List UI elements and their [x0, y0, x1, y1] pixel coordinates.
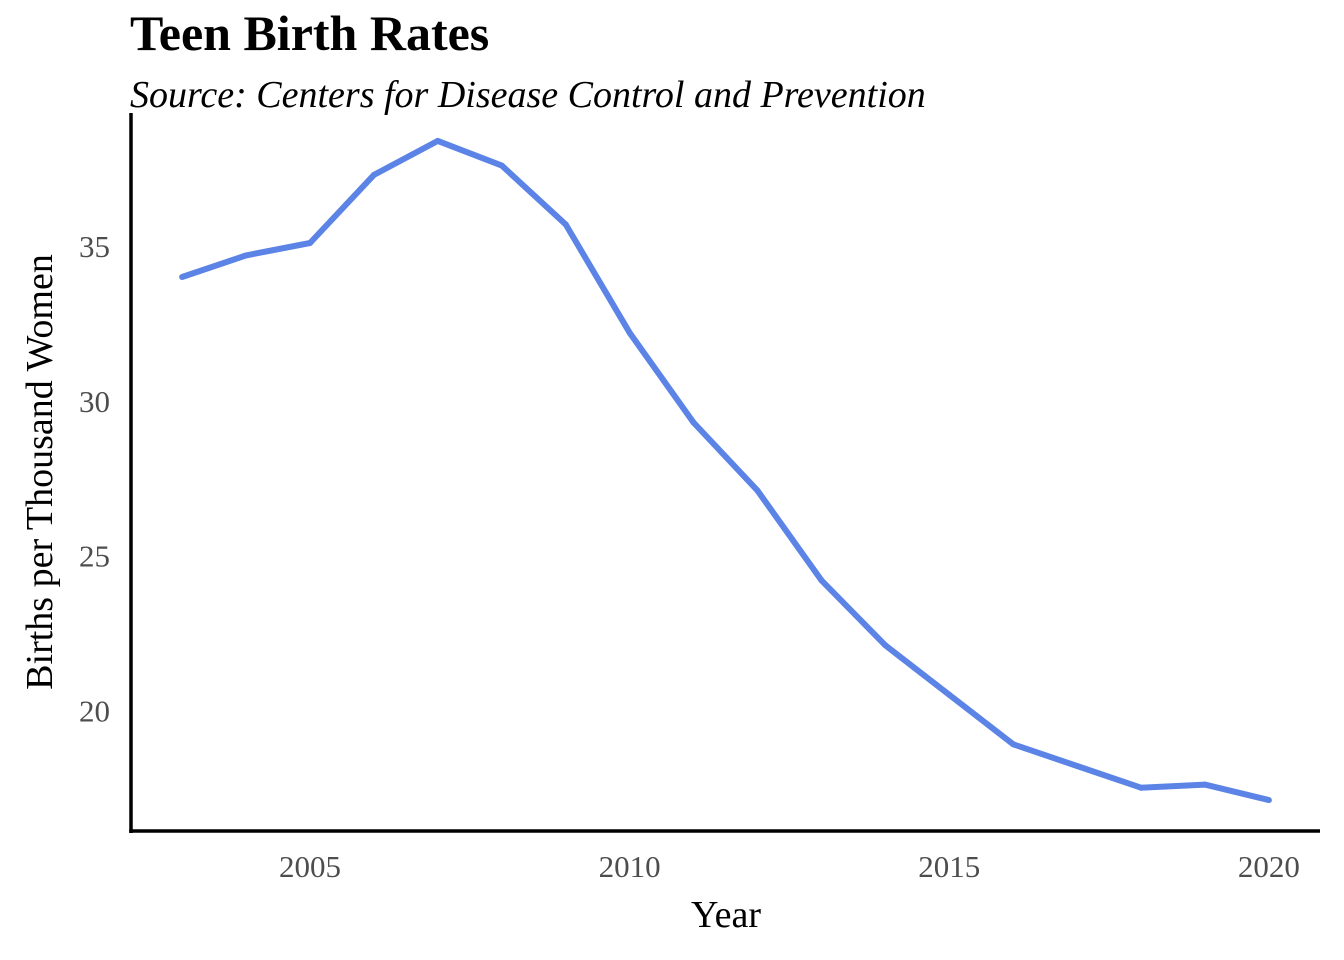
data-point [818, 577, 825, 584]
data-point [690, 419, 697, 426]
data-point [626, 329, 633, 336]
data-point [1201, 781, 1208, 788]
data-point [1138, 784, 1144, 791]
x-tick-label: 2005 [279, 849, 341, 884]
y-axis-ticks: 20 25 30 35 [79, 229, 110, 728]
y-axis-title: Births per Thousand Women [19, 254, 61, 690]
data-point [307, 240, 313, 246]
data-point [946, 691, 953, 698]
data-point [1265, 797, 1272, 804]
chart-subtitle: Source: Centers for Disease Control and … [130, 74, 926, 116]
data-point [243, 252, 250, 259]
data-point [179, 274, 186, 280]
data-point [1074, 763, 1081, 769]
x-tick-label: 2015 [918, 849, 980, 884]
data-point [370, 171, 377, 178]
series-line [181, 137, 1270, 804]
x-axis-title: Year [691, 894, 761, 936]
x-tick-label: 2010 [599, 849, 661, 884]
y-tick-label: 20 [79, 693, 110, 728]
data-point [562, 221, 569, 228]
data-point [1010, 741, 1017, 748]
y-tick-label: 25 [79, 539, 110, 574]
y-tick-label: 35 [79, 229, 110, 264]
data-point [882, 642, 889, 649]
data-point [754, 487, 761, 494]
series-layer [179, 137, 1272, 804]
plot-area: 20 25 30 35 2005 2010 2015 2020 [79, 113, 1320, 884]
x-axis-ticks: 2005 2010 2015 2020 [279, 849, 1300, 884]
chart-title: Teen Birth Rates [130, 5, 489, 61]
data-point [434, 137, 441, 144]
x-tick-label: 2020 [1238, 849, 1300, 884]
data-point [498, 162, 505, 169]
y-tick-label: 30 [79, 384, 110, 419]
